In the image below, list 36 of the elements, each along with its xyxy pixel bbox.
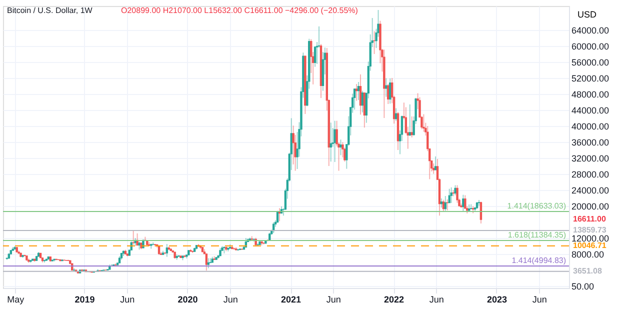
x-tick-label: 2023	[486, 294, 507, 304]
y-tick-label: 50.00	[572, 281, 594, 292]
x-tick-label: Jun	[326, 294, 341, 304]
text: 16611.00	[573, 214, 606, 224]
y-axis-title: USD	[578, 10, 597, 20]
y-tick-label: 56000.00	[572, 58, 610, 68]
ref-line-label: 10046.71	[573, 240, 607, 250]
ref-line-label: 1.618(11384.35)	[508, 230, 566, 240]
x-tick-label: 2019	[74, 294, 95, 304]
chart-title: Bitcoin / U.S. Dollar, 1W	[7, 6, 93, 15]
y-tick-label: 24000.00	[572, 186, 610, 196]
ref-line-label: 1.414(18633.03)	[507, 201, 566, 210]
y-tick-label: 12000.00	[572, 234, 610, 244]
x-tick-label: 2021	[281, 294, 302, 304]
ref-line-label: 1.414(4994.83)	[512, 256, 566, 266]
x-tick-label: Jun	[223, 294, 238, 304]
y-tick-label: 20000.00	[572, 202, 610, 212]
y-tick-label: 28000.00	[572, 170, 610, 180]
y-tick-label: 60000.00	[572, 42, 610, 52]
y-tick-label: 64000.00	[572, 26, 610, 36]
y-tick-label: 48000.00	[572, 90, 610, 100]
y-tick-label: 52000.00	[572, 74, 610, 84]
y-tick-label: 40000.00	[572, 122, 610, 132]
x-tick-label: 2020	[178, 294, 198, 304]
y-tick-label: 44000.00	[572, 106, 610, 116]
y-tick-label: 32000.00	[572, 154, 610, 164]
ref-line-label: 3651.08	[573, 266, 602, 276]
x-tick-label: Jun	[120, 294, 135, 304]
y-tick-label: 8000.00	[572, 250, 604, 260]
x-tick-label: Jun	[532, 294, 547, 304]
y-tick-label: 36000.00	[572, 138, 610, 148]
x-tick-label: Jun	[429, 294, 444, 304]
x-tick-label: May	[7, 294, 25, 304]
ref-line-label: 13859.73	[573, 226, 607, 235]
annotation: O20899.00 H21070.00 L15632.00 C16611.00 −4296.00 (−20.55%)	[121, 6, 358, 15]
x-tick-label: 2022	[384, 294, 404, 304]
